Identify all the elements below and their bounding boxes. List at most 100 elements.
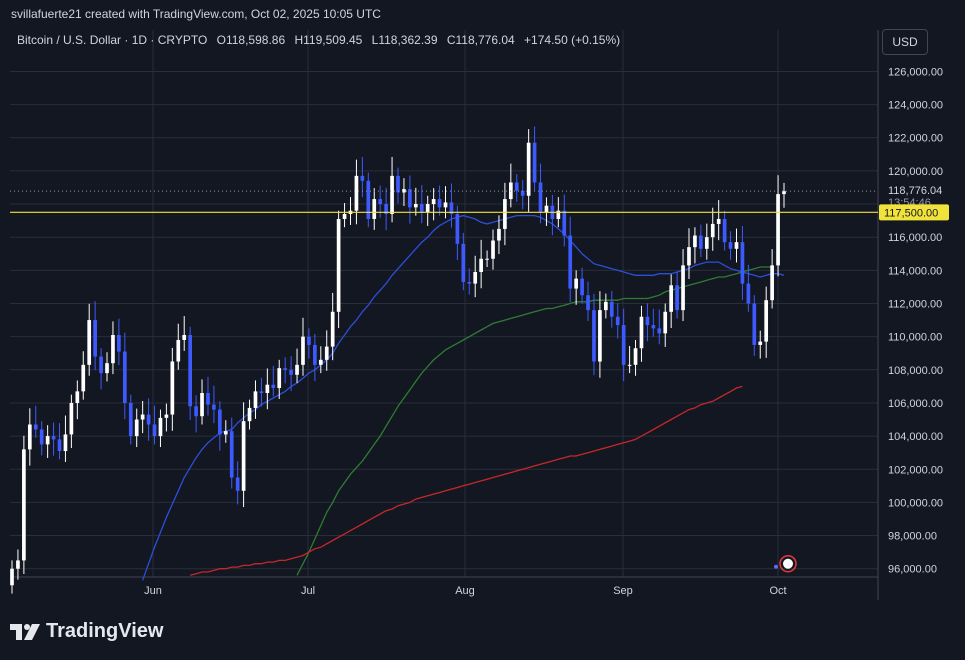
candle-body [313, 344, 317, 365]
price-tick-label: 116,000.00 [888, 232, 942, 244]
price-tick-label: 120,000.00 [888, 166, 943, 178]
low-value: L118,362.39 [371, 33, 438, 47]
candle-body [122, 351, 127, 403]
candle-body [704, 237, 709, 249]
candle-body [16, 560, 20, 569]
candle-body [681, 265, 685, 311]
candle-body [710, 223, 715, 238]
candle-body [532, 142, 537, 183]
candle-body [479, 258, 483, 273]
candle-body [57, 439, 62, 452]
candle-body [776, 194, 780, 266]
candle-body [194, 406, 198, 417]
candle-body [378, 199, 383, 205]
candle-body [140, 414, 145, 420]
candle-body [218, 409, 222, 435]
candle-body [99, 356, 103, 374]
candle-body [152, 424, 157, 437]
flag-icon [783, 558, 793, 569]
candle-body [105, 363, 109, 374]
ma-line-green [296, 266, 773, 576]
symbol-label[interactable]: Bitcoin / U.S. Dollar · 1D · CRYPTO [17, 33, 208, 47]
time-tick-label: Oct [769, 585, 786, 597]
candle-body [544, 205, 549, 213]
price-axis: 96,000.00 98,000.00 100,000.00 102,000.00 10… [879, 66, 965, 576]
candle-body [461, 243, 466, 282]
candle-body [764, 300, 769, 342]
chart-overlay [10, 190, 878, 573]
candle-body [413, 204, 418, 208]
level-price-tag [879, 204, 949, 221]
candle-body [586, 295, 590, 311]
candle-body [182, 334, 187, 340]
candle-body [556, 210, 561, 219]
candle-body [63, 434, 68, 452]
candle-body [229, 431, 234, 478]
candle-body [277, 368, 282, 389]
candle-body [402, 189, 406, 193]
candle-body [253, 391, 258, 408]
open-value: O118,598.86 [216, 33, 286, 47]
candle-body [627, 364, 632, 366]
price-tick-label: 122,000.00 [888, 133, 943, 145]
candle-body [51, 436, 56, 440]
candle-body [271, 384, 276, 389]
candle-body [419, 204, 424, 213]
time-tick-label: Jun [144, 585, 162, 597]
candle-body [663, 311, 668, 334]
candle-body [657, 328, 662, 334]
candle-body [651, 325, 656, 329]
candle-body [437, 199, 442, 208]
price-tick-label: 124,000.00 [888, 100, 943, 112]
economic-event-icon [779, 554, 797, 573]
candle-body [687, 247, 691, 266]
candle-body [146, 414, 151, 425]
chart-caption: svillafuerte21 created with TradingView.… [11, 7, 381, 21]
candle-body [134, 419, 139, 437]
candle-body [27, 424, 32, 450]
level-price-label: 117,500.00 [884, 207, 938, 219]
price-tick-label: 114,000.00 [888, 265, 942, 277]
candle-body [223, 431, 228, 435]
brand-name: TradingView [46, 620, 164, 642]
price-tick-label: 104,000.00 [888, 431, 943, 443]
candles [10, 126, 786, 594]
candle-body [598, 310, 602, 362]
price-tick-label: 112,000.00 [888, 299, 942, 311]
time-tick-label: Aug [455, 585, 475, 597]
event-dot-icon [774, 564, 778, 569]
candle-body [360, 175, 365, 181]
candle-body [324, 346, 329, 360]
candle-body [384, 204, 388, 214]
candle-body [336, 218, 341, 312]
candle-body [265, 384, 270, 394]
currency-button[interactable]: USD [882, 29, 928, 55]
candle-body [117, 334, 121, 352]
chart-caption-bar: svillafuerte21 created with TradingView.… [0, 0, 965, 28]
tradingview-logo[interactable]: TradingView [10, 620, 163, 643]
candle-body [81, 364, 86, 392]
candle-body [259, 391, 264, 394]
candle-body [449, 202, 454, 214]
candle-body [176, 339, 181, 362]
candle-body [342, 213, 347, 219]
chart-grid [10, 30, 879, 600]
candle-body [621, 325, 626, 365]
candle-body [639, 316, 644, 349]
candle-body [604, 301, 608, 311]
candle-body [188, 334, 192, 407]
ma-line-red [190, 385, 743, 576]
candle-body [562, 210, 567, 236]
candle-body [33, 424, 38, 430]
candle-body [241, 421, 246, 491]
price-tick-label: 96,000.00 [888, 564, 937, 576]
ohlc-legend: Bitcoin / U.S. Dollar · 1D · CRYPTO O118… [17, 33, 626, 47]
candle-body [615, 316, 620, 326]
candle-body [574, 278, 578, 289]
candle-body [69, 402, 74, 435]
candle-body [111, 334, 115, 364]
time-tick-label: Sep [613, 585, 633, 597]
candle-body [746, 283, 751, 304]
candle-body [158, 417, 163, 437]
